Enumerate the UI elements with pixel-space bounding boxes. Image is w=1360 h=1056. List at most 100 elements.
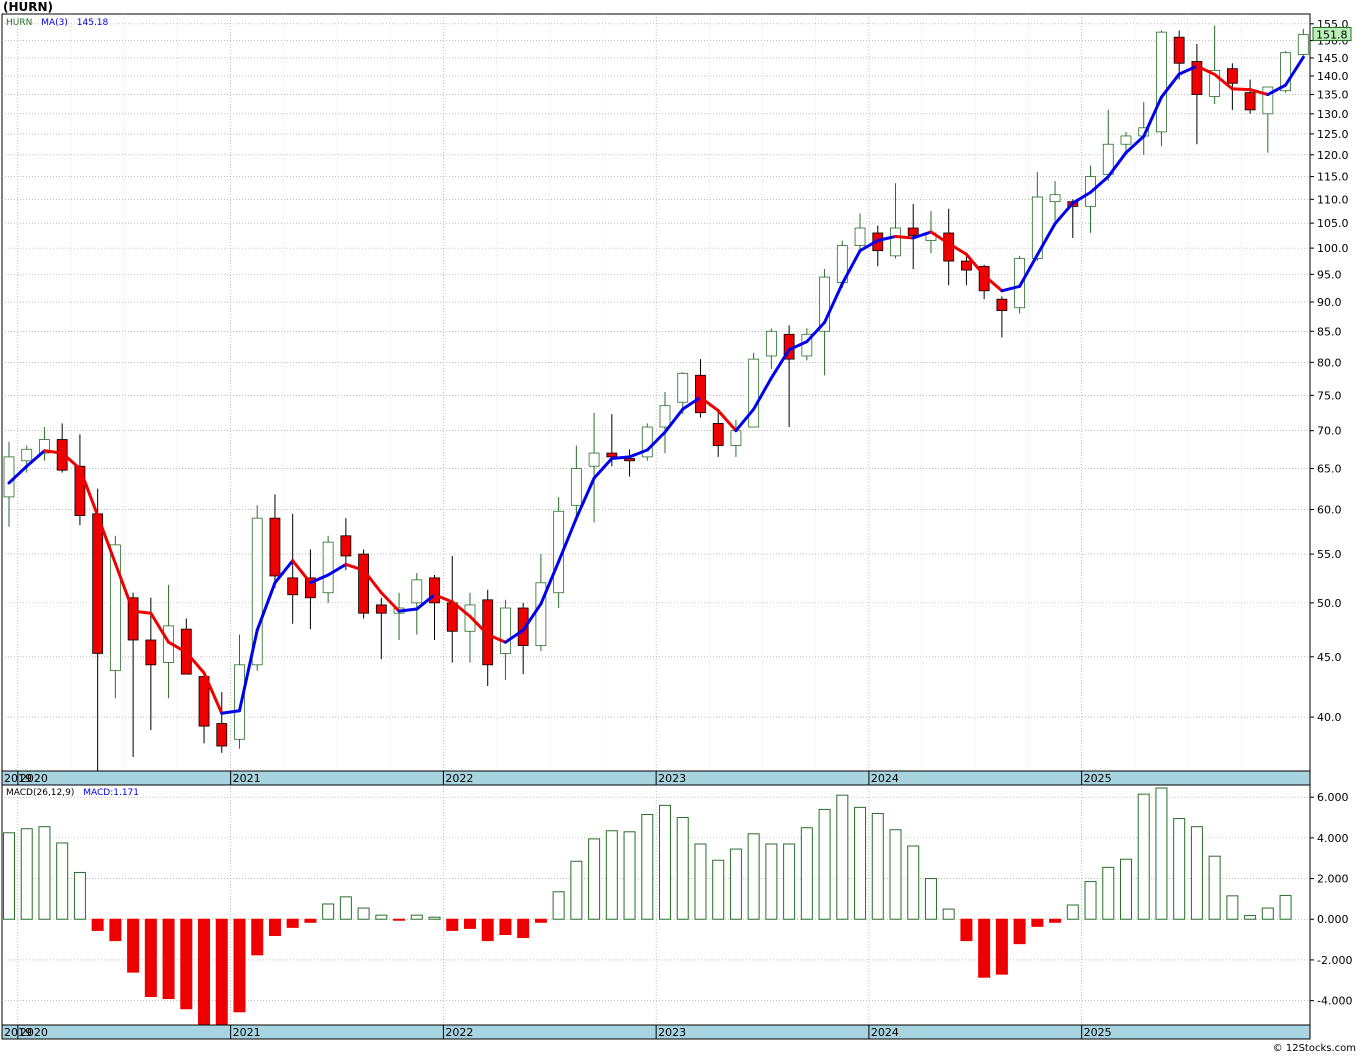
ma-segment (78, 467, 100, 518)
candle-body-down (269, 517, 281, 577)
year-label: 2020 (20, 1026, 48, 1039)
macd-tick-label: 0.000 (1317, 913, 1349, 926)
ma-segment (1195, 64, 1217, 76)
macd-tick-label: 4.000 (1317, 832, 1349, 845)
legend-ma-label: MA(3) (41, 18, 68, 28)
candle-body-down (287, 577, 299, 596)
ma-segment (255, 581, 277, 632)
price-y-axis: 155.0150.0145.0140.0135.0130.0125.0120.0… (1310, 18, 1349, 724)
macd-bar-negative (995, 918, 1008, 975)
candle-body-up (765, 330, 777, 357)
candle-body-up (1156, 31, 1167, 133)
macd-bar-positive (783, 843, 796, 920)
candle (358, 549, 370, 619)
price-tick-label: 110.0 (1317, 193, 1349, 206)
macd-bar-positive (1190, 826, 1203, 920)
candle-body-down (1173, 36, 1185, 64)
macd-bar-positive (428, 916, 441, 920)
candle-body-down (216, 723, 228, 747)
price-panel: 155.0150.0145.0140.0135.0130.0125.0120.0… (1, 13, 1352, 786)
macd-bar-positive (410, 914, 423, 920)
macd-bar-positive (1155, 787, 1168, 920)
ma-segment (1124, 134, 1146, 155)
price-tick-label: 85.0 (1317, 325, 1342, 338)
year-label: 2024 (871, 772, 899, 785)
macd-bar-positive (38, 826, 51, 920)
candle-body-down (1191, 61, 1203, 95)
candle (375, 597, 387, 660)
macd-bar-positive (747, 833, 760, 920)
ma-segment (220, 709, 241, 715)
price-tick-label: 90.0 (1317, 296, 1342, 309)
macd-bar-positive (729, 848, 742, 920)
candle (890, 183, 901, 259)
macd-bar-positive (1208, 855, 1221, 920)
macd-bar-positive (641, 813, 654, 920)
last-price-badge: 151.8 (1312, 26, 1352, 41)
ma-segment (663, 407, 685, 434)
candle-body-up (535, 582, 547, 646)
candle-body-down (145, 639, 157, 666)
ma-segment (1213, 72, 1234, 91)
ma-segment (1284, 55, 1305, 87)
ma-segment (805, 320, 827, 344)
chart-title: (HURN) (3, 0, 53, 14)
candle (340, 518, 352, 571)
candle-body-up (109, 544, 121, 672)
candle (854, 213, 866, 250)
ma-segment (1142, 95, 1163, 138)
price-tick-label: 120.0 (1317, 149, 1349, 162)
candle (748, 352, 760, 428)
year-label: 2025 (1084, 772, 1112, 785)
macd-legend-value: MACD:1.171 (83, 788, 139, 798)
macd-tick-label: 2.000 (1317, 873, 1349, 886)
candle (1191, 44, 1203, 145)
ma-segment (858, 238, 880, 253)
ma-segment (1000, 284, 1022, 293)
macd-bar-negative (463, 918, 476, 929)
macd-bar-negative (499, 918, 512, 935)
ma-segment (911, 230, 933, 240)
ma-segment (1248, 88, 1270, 97)
candle-body-up (588, 452, 600, 467)
candle (1244, 79, 1256, 114)
ma-segment (787, 340, 809, 352)
candle-body-up (1209, 70, 1221, 97)
price-tick-label: 105.0 (1317, 217, 1349, 230)
ma-segment (273, 559, 295, 585)
ma-segment (308, 573, 330, 585)
candle-body-up (854, 227, 866, 246)
candle-body-up (1262, 86, 1274, 115)
candle (1031, 172, 1043, 262)
candle-body-down (517, 607, 529, 646)
price-tick-label: 125.0 (1317, 128, 1349, 141)
price-tick-label: 45.0 (1317, 651, 1342, 664)
candle (1173, 30, 1185, 80)
year-label: 2023 (658, 1026, 686, 1039)
candle-body-up (1014, 258, 1026, 309)
candle (429, 574, 440, 641)
candle (1209, 25, 1221, 105)
candle (1120, 131, 1132, 153)
year-label: 2022 (445, 1026, 473, 1039)
ma-segment (1089, 175, 1110, 194)
macd-bar-positive (357, 907, 370, 920)
candle (659, 391, 671, 454)
last-price-box (1312, 26, 1352, 41)
macd-bar-positive (1137, 793, 1150, 920)
candle (570, 445, 582, 519)
ma-segment (521, 602, 543, 632)
macd-bar-negative (978, 918, 991, 978)
macd-bar-positive (3, 832, 15, 920)
ma-segment (1177, 64, 1199, 76)
price-tick-label: 115.0 (1317, 171, 1349, 184)
candle (1049, 181, 1061, 221)
candle-body-up (819, 276, 830, 332)
candle-body-up (890, 227, 901, 257)
macd-bar-positive (1066, 904, 1079, 920)
ma-segment (149, 611, 171, 644)
macd-bar-negative (446, 918, 459, 931)
macd-bar-negative (162, 918, 175, 1000)
year-label: 2024 (871, 1026, 899, 1039)
ma-segment (131, 609, 153, 615)
